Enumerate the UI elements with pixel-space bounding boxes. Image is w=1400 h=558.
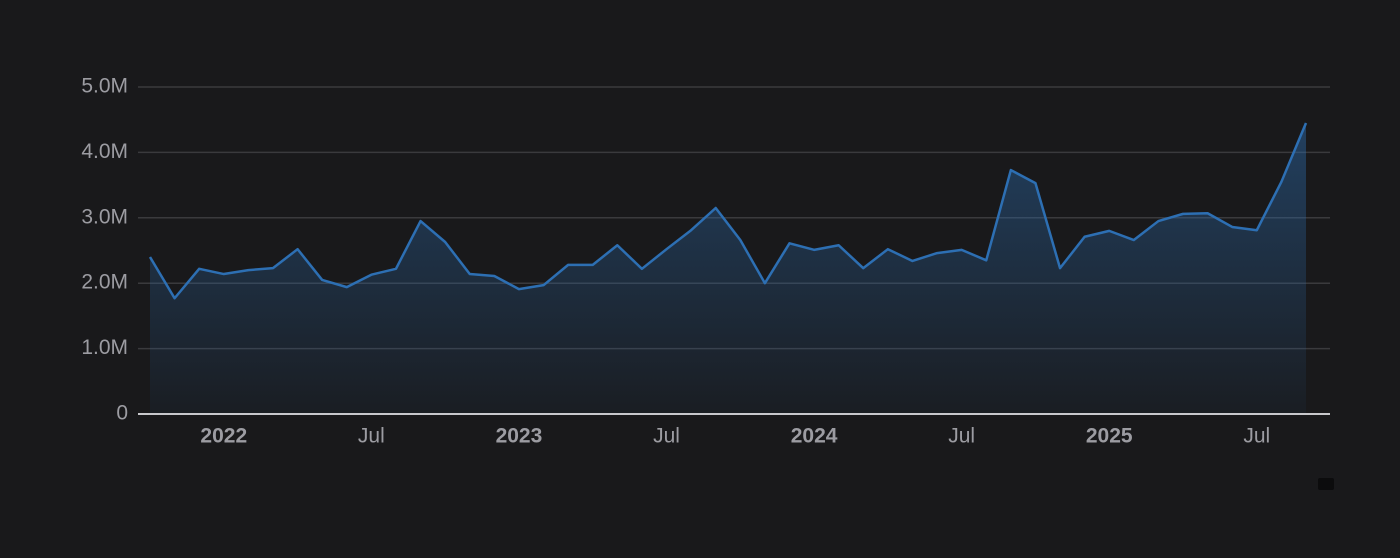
x-tick-label: Jul bbox=[358, 425, 385, 448]
x-tick-label: Jul bbox=[653, 425, 680, 448]
legend-swatch bbox=[1318, 478, 1334, 490]
y-tick-label: 0 bbox=[116, 402, 128, 425]
x-tick-label: Jul bbox=[948, 425, 975, 448]
y-tick-label: 5.0M bbox=[81, 75, 128, 98]
y-tick-label: 2.0M bbox=[81, 271, 128, 294]
line bbox=[148, 122, 1308, 300]
y-tick-label: 3.0M bbox=[81, 205, 128, 228]
x-tick-label: Jul bbox=[1243, 425, 1270, 448]
area bbox=[150, 122, 1306, 414]
x-tick-label: 2025 bbox=[1086, 425, 1133, 448]
x-tick-label: 2022 bbox=[200, 425, 247, 448]
y-tick-label: 4.0M bbox=[81, 140, 128, 163]
x-tick-label: 2023 bbox=[496, 425, 543, 448]
x-tick-label: 2024 bbox=[791, 425, 838, 448]
y-tick-label: 1.0M bbox=[81, 336, 128, 359]
